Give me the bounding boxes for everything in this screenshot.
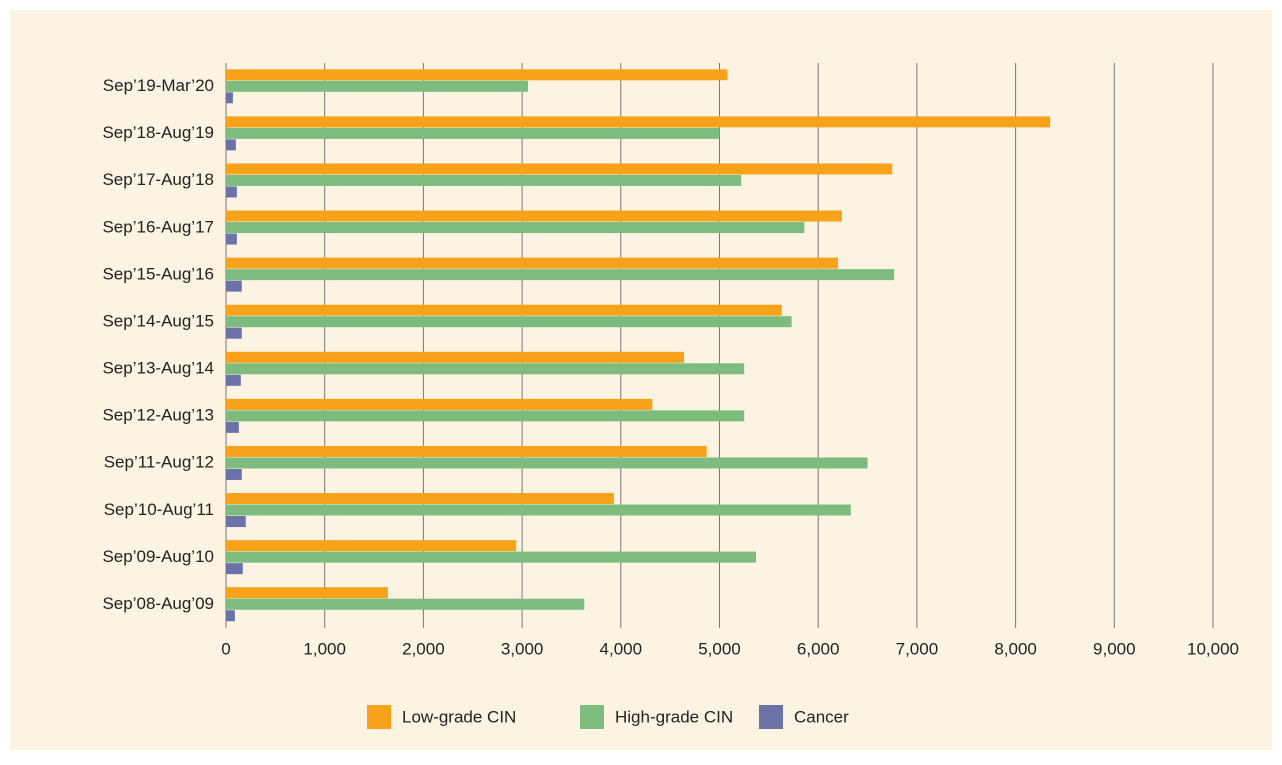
x-tick-label: 4,000: [600, 639, 643, 658]
bar: [226, 327, 242, 339]
bar: [226, 421, 239, 433]
x-tick-label: 9,000: [1093, 639, 1136, 658]
x-tick-label: 3,000: [501, 639, 544, 658]
x-tick-label: 1,000: [303, 639, 346, 658]
bar: [226, 410, 745, 422]
bar: [226, 269, 895, 281]
legend-label: High-grade CIN: [615, 707, 733, 726]
bar: [226, 516, 246, 528]
bar: [226, 304, 782, 316]
bar: [226, 363, 745, 375]
bar: [226, 257, 838, 269]
bar: [226, 493, 614, 505]
bar: [226, 504, 851, 516]
y-tick-label: Sep’10-Aug’11: [104, 500, 214, 519]
y-tick-label: Sep’13-Aug’14: [102, 359, 214, 378]
bar: [226, 468, 242, 480]
y-tick-label: Sep’11-Aug’12: [104, 453, 214, 472]
y-tick-label: Sep’12-Aug’13: [102, 406, 214, 425]
x-tick-label: 6,000: [797, 639, 840, 658]
bar: [226, 551, 757, 563]
bar: [226, 280, 242, 292]
y-tick-label: Sep’19-Mar’20: [103, 76, 214, 95]
bar: [226, 233, 237, 245]
bar: [226, 222, 805, 234]
legend-swatch: [580, 705, 604, 729]
y-tick-label: Sep’16-Aug’17: [102, 217, 214, 236]
x-tick-label: 0: [221, 639, 230, 658]
bar: [226, 398, 653, 410]
bar: [226, 587, 388, 599]
bar: [226, 598, 585, 610]
y-tick-label: Sep’08-Aug’09: [102, 594, 214, 613]
x-tick-label: 8,000: [994, 639, 1037, 658]
x-tick-label: 5,000: [698, 639, 741, 658]
bar: [226, 186, 237, 198]
legend-label: Cancer: [794, 707, 849, 726]
y-tick-label: Sep’17-Aug’18: [102, 170, 214, 189]
bar: [226, 374, 241, 386]
bar: [226, 92, 233, 104]
bar: [226, 563, 243, 575]
legend-swatch: [759, 705, 783, 729]
legend-swatch: [367, 705, 391, 729]
bar: [226, 174, 742, 186]
y-tick-label: Sep’18-Aug’19: [102, 123, 214, 142]
bar: [226, 163, 893, 175]
legend-label: Low-grade CIN: [402, 707, 516, 726]
bar: [226, 316, 792, 328]
bar: [226, 457, 868, 469]
bar: [226, 127, 720, 139]
bar: [226, 445, 707, 457]
y-tick-label: Sep’15-Aug’16: [102, 264, 214, 283]
bar: [226, 610, 235, 622]
y-tick-label: Sep’09-Aug’10: [102, 547, 214, 566]
x-tick-label: 10,000: [1187, 639, 1239, 658]
x-tick-label: 2,000: [402, 639, 445, 658]
x-tick-label: 7,000: [896, 639, 939, 658]
y-tick-label: Sep’14-Aug’15: [102, 311, 214, 330]
bar: [226, 116, 1051, 128]
bar: [226, 69, 728, 81]
bar: [226, 139, 236, 151]
bar: [226, 540, 517, 552]
bar: [226, 210, 842, 222]
bar: [226, 351, 684, 363]
bar: [226, 80, 529, 92]
